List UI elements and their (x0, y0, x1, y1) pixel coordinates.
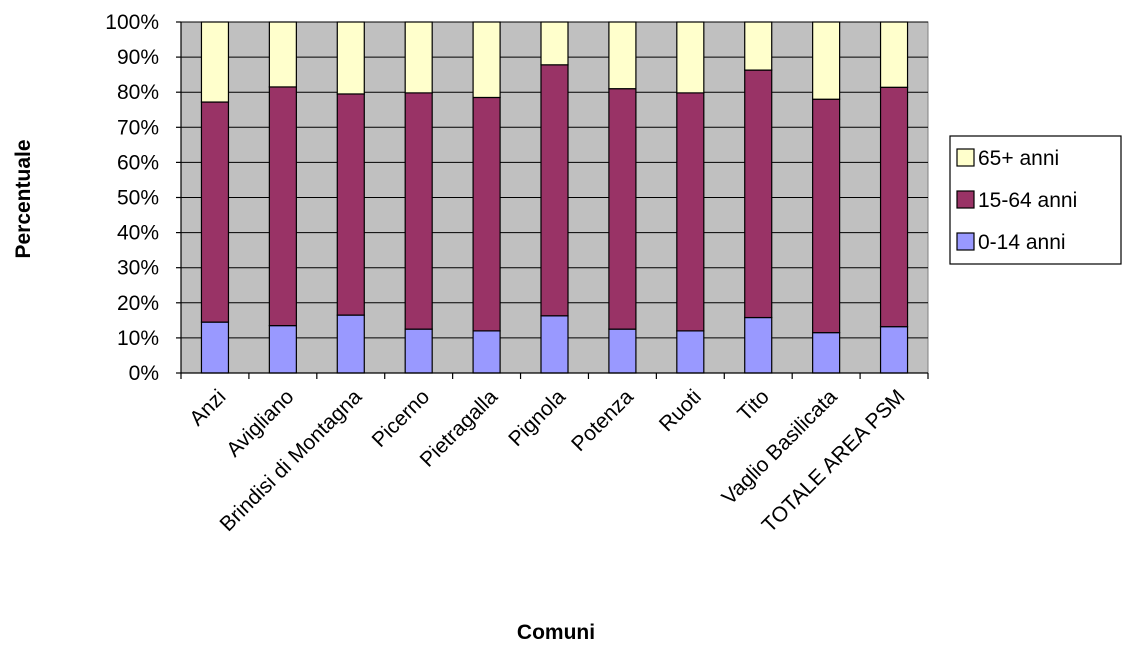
bar-segment-potenza-0-14-anni (608, 328, 637, 374)
y-tick-label: 20% (117, 292, 159, 315)
x-category-label: Tito (733, 385, 773, 425)
bar-segment-ruoti-65-anni (676, 21, 705, 94)
y-tick-label: 70% (117, 116, 159, 139)
bar-segment-potenza-15-64-anni (608, 88, 637, 330)
bar-segment-vaglio-basilicata-15-64-anni (812, 98, 841, 334)
y-tick-label: 100% (105, 11, 159, 34)
bar-segment-tito-65-anni (744, 21, 773, 71)
y-tick-label: 60% (117, 151, 159, 174)
y-tick-label: 40% (117, 222, 159, 245)
y-tick-label: 30% (117, 257, 159, 280)
legend-label: 15-64 anni (978, 189, 1077, 212)
bar-segment-potenza-65-anni (608, 21, 637, 90)
bar-segment-picerno-15-64-anni (404, 92, 433, 330)
legend-swatch (956, 190, 975, 209)
bar-segment-pignola-0-14-anni (540, 315, 569, 374)
y-tick-label: 50% (117, 187, 159, 210)
bar-segment-brindisi-di-montagna-0-14-anni (336, 314, 365, 374)
bar-segment-ruoti-0-14-anni (676, 330, 705, 374)
bar-segment-avigliano-0-14-anni (268, 325, 297, 374)
bar-segment-totale-area-psm-65-anni (879, 21, 909, 88)
plot-area (180, 21, 929, 374)
bar-segment-pignola-65-anni (540, 21, 569, 66)
y-tick-label: 0% (129, 362, 159, 385)
bar-segment-pietragalla-15-64-anni (472, 96, 501, 332)
bar-segment-picerno-0-14-anni (404, 328, 433, 374)
y-axis-ticks: 0% 10% 20% 30% 40% 50% 60% 70% 80% 90% 100% (105, 11, 181, 385)
bar-segment-anzi-0-14-anni (200, 321, 230, 374)
bar-segment-avigliano-65-anni (268, 21, 297, 88)
bar-segment-tito-15-64-anni (744, 69, 773, 319)
bar-segment-brindisi-di-montagna-15-64-anni (336, 93, 365, 316)
bar-segment-pietragalla-65-anni (472, 21, 501, 99)
bar-segment-anzi-65-anni (200, 21, 230, 103)
bar-segment-anzi-15-64-anni (200, 101, 230, 323)
x-category-label: Pignola (504, 385, 570, 451)
bar-segment-pietragalla-0-14-anni (472, 330, 501, 374)
legend: 65+ anni 15-64 anni 0-14 anni (949, 135, 1122, 265)
x-category-label: Ruoti (655, 385, 706, 436)
legend-swatch (956, 148, 975, 167)
legend-box (949, 135, 1122, 265)
x-category-label: Picerno (368, 385, 435, 452)
bar-segment-picerno-65-anni (404, 21, 433, 94)
x-category-label: Anzi (185, 385, 230, 430)
x-category-label: Vaglio Basilicata (718, 385, 842, 509)
bar-segment-totale-area-psm-15-64-anni (879, 86, 909, 328)
y-tick-label: 10% (117, 327, 159, 350)
bar-segment-brindisi-di-montagna-65-anni (336, 21, 365, 95)
legend-label: 0-14 anni (978, 231, 1066, 254)
bar-segment-avigliano-15-64-anni (268, 86, 297, 327)
bar-segment-vaglio-basilicata-65-anni (812, 21, 841, 100)
bar-segment-tito-0-14-anni (744, 316, 773, 374)
x-category-label: Potenza (567, 385, 638, 456)
bar-segment-ruoti-15-64-anni (676, 92, 705, 332)
y-axis-title: Percentuale (12, 139, 35, 258)
bar-segment-pignola-15-64-anni (540, 64, 569, 317)
bar-segment-totale-area-psm-0-14-anni (879, 326, 909, 374)
legend-swatch (956, 232, 975, 251)
y-tick-label: 90% (117, 46, 159, 69)
legend-label: 65+ anni (978, 147, 1059, 170)
bar-segment-vaglio-basilicata-0-14-anni (812, 332, 841, 374)
y-tick-label: 80% (117, 81, 159, 104)
x-axis-title: Comuni (517, 621, 595, 644)
